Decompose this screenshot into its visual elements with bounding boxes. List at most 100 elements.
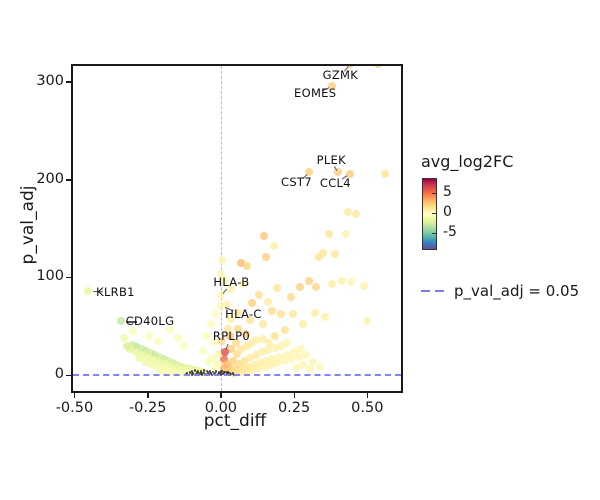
data-point-labeled [216,301,225,310]
data-point [208,353,217,362]
data-point [175,368,184,377]
data-point [143,352,152,361]
data-point [218,255,227,264]
x-tick-label: 0.00 [204,400,238,416]
data-point [298,360,307,369]
data-point [149,355,158,364]
data-point-tiny [197,369,200,373]
data-point [209,338,218,347]
gene-label-PLEK: PLEK [316,153,346,168]
data-point [373,66,382,69]
data-point [266,360,275,369]
gene-label-CD40LG: CD40LG [125,313,175,328]
data-point [219,277,228,286]
data-point [133,342,142,351]
data-point-tiny [196,371,199,374]
data-point-labeled [83,287,92,296]
data-point [301,350,310,359]
data-point [234,308,243,317]
data-point [243,367,252,376]
plot-area: GZMK EOMES PLEK CST7 CCL4 HLA-B HLA-C RPLP0 KLRB… [73,66,401,391]
data-point [145,332,154,341]
data-point-tiny [214,370,217,373]
x-tick-label: -0.50 [55,400,94,416]
data-point [316,362,325,371]
data-point [319,248,328,257]
data-point [225,332,234,341]
data-point [218,337,227,346]
data-point [219,354,228,363]
y-tick-label: 300 [36,72,64,89]
data-point-tiny [214,371,217,375]
data-point [156,367,165,376]
data-point [263,297,272,306]
threshold-line-legend: p_val_adj = 0.05 [421,282,579,300]
data-point [276,309,285,318]
data-point-labeled [345,169,354,178]
colorbar-tickmark [432,232,436,234]
colorbar-tick-label: 0 [443,204,452,220]
data-point [237,258,246,267]
data-point [140,357,149,366]
data-point [254,291,263,300]
data-point [331,249,340,258]
data-point [287,293,296,302]
data-point-tiny [205,372,208,376]
data-point [162,368,171,377]
data-point [146,359,155,368]
data-point [342,230,351,239]
data-point [241,330,250,339]
data-point-tiny [195,372,198,376]
dash-swatch [434,289,444,293]
data-point [272,284,281,293]
data-point [247,339,256,348]
data-point-tiny [208,370,211,373]
data-point [298,320,307,329]
data-point [360,282,369,291]
data-point [243,261,252,270]
y-tickmark [66,374,71,377]
y-tickmark [66,81,71,83]
gene-label-HLA-B: HLA-B [213,274,250,289]
y-tick-label: 100 [36,268,64,285]
data-point-tiny [229,371,232,375]
data-point [237,368,246,377]
data-point [363,317,372,326]
data-point [230,369,239,378]
data-point [310,308,319,317]
colorbar-tick-label: -5 [443,223,457,240]
data-point-labeled [328,81,337,90]
colorbar-tickmark [432,193,436,195]
gene-label-HLA-C: HLA-C [225,307,262,322]
pval-threshold-line [73,374,401,377]
colorbar-title: avg_log2FC [421,152,514,171]
data-point-tiny [217,370,220,374]
data-point-tiny [218,372,221,375]
data-point [238,280,247,289]
data-point-labeled [221,347,230,356]
data-point [263,345,272,354]
data-point-tiny [206,371,209,374]
data-point [180,341,189,350]
data-point [216,269,225,278]
data-point [126,344,135,353]
data-point [174,334,183,343]
y-tickmark [66,276,71,279]
data-point [294,352,303,361]
data-point [202,332,211,341]
label-leader-line [126,321,138,323]
data-point [347,278,356,287]
data-point [250,360,259,369]
data-point [260,232,269,241]
data-point [281,326,290,335]
data-point-tiny [191,370,194,373]
data-point-labeled [345,66,354,69]
data-point [344,207,353,216]
data-point [276,341,285,350]
data-point [252,350,261,359]
data-point [224,325,233,334]
data-point [120,334,129,343]
data-point [231,339,240,348]
gene-label-GZMK: GZMK [322,68,359,83]
data-point [328,280,337,289]
